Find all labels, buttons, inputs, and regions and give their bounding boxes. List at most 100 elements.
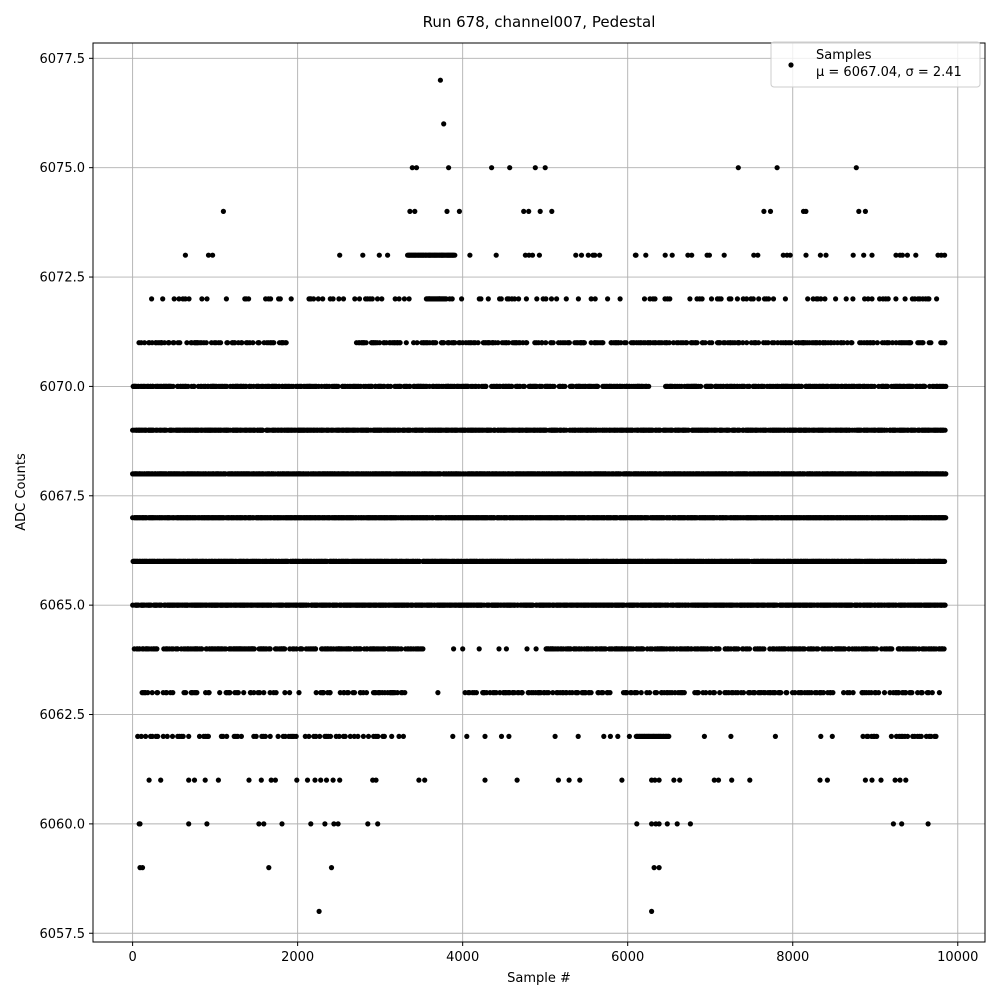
data-point: [889, 646, 895, 652]
data-point: [703, 690, 709, 696]
data-point: [711, 690, 718, 696]
data-point: [640, 646, 646, 652]
data-point: [235, 690, 241, 696]
data-point: [398, 646, 404, 652]
data-point: [473, 690, 479, 696]
data-point: [313, 646, 319, 652]
data-point: [273, 690, 279, 696]
data-point: [778, 690, 784, 696]
data-point: [149, 690, 155, 696]
data-point: [829, 646, 835, 652]
data-point: [850, 690, 856, 696]
data-point: [175, 646, 181, 652]
data-point: [624, 690, 630, 696]
data-point: [919, 690, 925, 696]
data-point: [321, 690, 327, 696]
data-point: [293, 646, 299, 652]
data-point: [929, 690, 935, 696]
data-point: [716, 646, 722, 652]
data-point: [896, 690, 902, 696]
data-point: [735, 646, 741, 652]
data-point: [903, 690, 909, 696]
data-point: [634, 690, 640, 696]
data-point: [155, 690, 161, 696]
data-point: [251, 646, 257, 652]
data-point: [299, 646, 305, 652]
data-point: [420, 646, 426, 652]
data-point: [709, 646, 715, 652]
data-point: [820, 690, 827, 696]
data-point: [815, 646, 821, 652]
data-point: [575, 690, 581, 696]
data-point: [942, 602, 948, 608]
data-point: [217, 690, 223, 696]
data-point: [752, 690, 758, 696]
data-points: [130, 77, 949, 915]
data-point: [194, 690, 200, 696]
data-point: [874, 646, 880, 652]
data-point: [227, 690, 233, 696]
data-point: [296, 690, 302, 696]
data-point: [282, 646, 288, 652]
data-point: [357, 646, 363, 652]
data-point: [830, 690, 836, 696]
data-point: [199, 646, 205, 652]
data-point: [164, 690, 170, 696]
data-point: [881, 690, 888, 696]
data-point: [287, 690, 293, 696]
data-point: [638, 690, 644, 696]
data-point: [792, 690, 798, 696]
data-point: [145, 690, 151, 696]
data-point: [241, 690, 247, 696]
data-point: [801, 646, 808, 652]
data-point: [351, 690, 358, 696]
data-point: [267, 646, 273, 652]
data-point: [607, 690, 613, 696]
data-point: [681, 690, 687, 696]
data-point: [630, 646, 636, 652]
data-point: [808, 690, 815, 696]
data-point: [868, 690, 874, 696]
data-point: [327, 690, 333, 696]
data-point: [170, 690, 176, 696]
data-point: [761, 646, 767, 652]
data-point: [717, 690, 723, 696]
data-point: [546, 690, 552, 696]
data-point: [154, 646, 160, 652]
data-point: [402, 690, 408, 696]
data-point: [493, 690, 499, 696]
data-point: [943, 515, 949, 521]
data-point: [363, 690, 370, 696]
data-point: [251, 690, 257, 696]
data-point: [740, 690, 747, 696]
data-point: [550, 690, 556, 696]
data-point: [943, 471, 949, 477]
data-point: [313, 690, 319, 696]
data-point: [876, 690, 882, 696]
data-point: [600, 690, 606, 696]
data-point: [261, 690, 267, 696]
data-point: [936, 690, 943, 696]
data-point: [282, 690, 288, 696]
data-point: [394, 690, 400, 696]
data-point: [941, 646, 947, 652]
data-point: [909, 690, 915, 696]
data-point: [603, 646, 609, 652]
data-point: [267, 690, 273, 696]
data-point: [695, 690, 702, 696]
data-point: [647, 690, 653, 696]
data-point: [942, 558, 948, 565]
data-point: [257, 690, 263, 696]
data-point: [654, 690, 660, 696]
data-point: [746, 646, 753, 652]
data-point: [588, 690, 594, 696]
data-point: [345, 690, 351, 696]
data-point: [926, 690, 932, 696]
data-point: [206, 690, 212, 696]
data-point: [842, 646, 848, 652]
data-point: [784, 690, 790, 696]
data-point: [183, 690, 189, 696]
data-point: [841, 690, 847, 696]
